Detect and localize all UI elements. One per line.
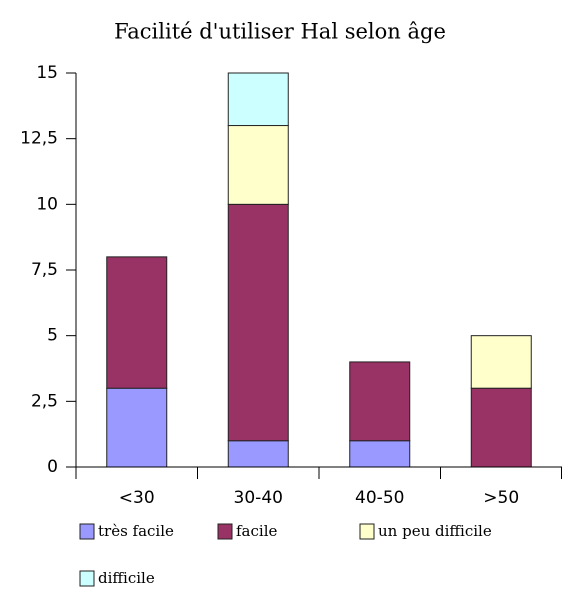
bar-segment bbox=[227, 72, 289, 127]
bar-segment bbox=[227, 203, 289, 442]
bar-segment bbox=[470, 335, 532, 389]
bar-segment bbox=[227, 125, 289, 205]
x-tick-label: 30-40 bbox=[234, 488, 283, 508]
bar-segment bbox=[349, 361, 411, 442]
y-tick-label: 15 bbox=[36, 63, 58, 83]
legend-label: très facile bbox=[98, 522, 174, 540]
legend-swatch bbox=[79, 570, 95, 587]
bar-segment bbox=[106, 256, 168, 389]
legend-swatch bbox=[359, 523, 375, 540]
bar-segment bbox=[349, 440, 411, 468]
legend-label: facile bbox=[236, 522, 277, 540]
bar-segment bbox=[227, 440, 289, 468]
y-tick-label: 0 bbox=[47, 457, 58, 477]
legend-label: difficile bbox=[98, 569, 155, 587]
y-tick-label: 7,5 bbox=[31, 260, 58, 280]
y-tick-label: 10 bbox=[36, 194, 58, 214]
y-tick-label: 5 bbox=[47, 326, 58, 346]
legend-swatch bbox=[79, 523, 95, 540]
legend-label: un peu difficile bbox=[378, 522, 492, 540]
bar-segment bbox=[106, 387, 168, 468]
x-tick-label: >50 bbox=[483, 488, 519, 508]
x-tick-label: 40-50 bbox=[355, 488, 404, 508]
chart-title: Facilité d'utiliser Hal selon âge bbox=[114, 20, 446, 44]
y-tick-label: 2,5 bbox=[31, 391, 58, 411]
legend-swatch bbox=[217, 523, 233, 540]
x-tick-label: <30 bbox=[119, 488, 155, 508]
y-tick-label: 12,5 bbox=[20, 129, 58, 149]
bar-segment bbox=[470, 387, 532, 468]
